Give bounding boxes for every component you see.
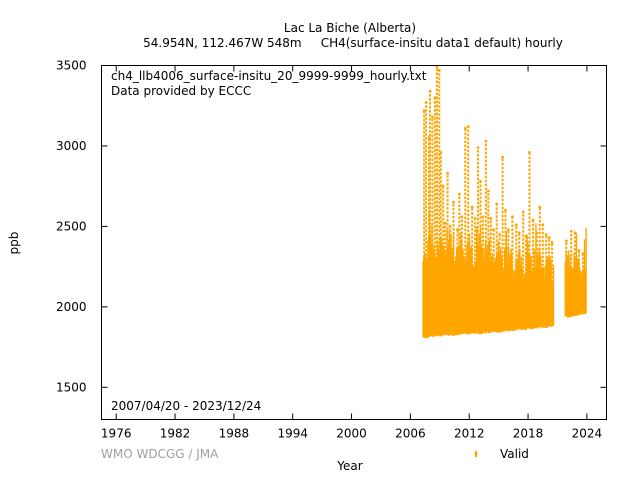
file-label: ch4_llb4006_surface-insitu_20_9999-9999_… xyxy=(111,69,427,83)
data-point-46 xyxy=(564,239,568,243)
x-tick-label-3: 1994 xyxy=(277,427,308,441)
data-point-28 xyxy=(495,202,499,206)
x-tick-label-8: 2024 xyxy=(572,427,603,441)
data-point-10 xyxy=(443,221,447,225)
y-tick-label-1: 2000 xyxy=(56,300,87,314)
x-axis-title: Year xyxy=(336,459,362,473)
data-point-31 xyxy=(504,208,507,212)
data-point-14 xyxy=(456,228,459,232)
credit-label: WMO WDCGG / JMA xyxy=(101,447,219,461)
data-point-1 xyxy=(424,101,428,104)
data-point-41 xyxy=(538,205,542,209)
data-point-48 xyxy=(573,231,577,235)
y-tick-label-4: 3500 xyxy=(56,59,87,73)
data-point-20 xyxy=(473,217,477,220)
data-point-30 xyxy=(501,155,504,159)
provider-label: Data provided by ECCC xyxy=(111,84,251,98)
data-point-17 xyxy=(463,126,467,130)
data-point-11 xyxy=(446,171,449,175)
data-point-0 xyxy=(422,109,426,112)
data-point-36 xyxy=(521,210,525,214)
plot-frame xyxy=(101,65,607,420)
data-point-39 xyxy=(531,218,535,222)
data-point-50 xyxy=(581,252,585,256)
y-tick-label-3: 3000 xyxy=(56,139,87,153)
legend: Valid xyxy=(474,447,529,461)
data-point-13 xyxy=(452,200,455,204)
data-point-40 xyxy=(535,231,539,235)
data-point-12 xyxy=(448,225,452,228)
data-point-22 xyxy=(479,180,482,183)
data-point-16 xyxy=(460,215,464,219)
data-point-24 xyxy=(484,139,488,143)
data-point-33 xyxy=(511,215,514,219)
legend-symbol-dot xyxy=(474,452,478,456)
data-point-25 xyxy=(486,189,490,193)
data-point-47 xyxy=(569,229,573,233)
data-point-37 xyxy=(524,234,528,238)
data-point-32 xyxy=(507,228,510,232)
data-point-38 xyxy=(528,151,531,154)
x-tick-label-0: 1976 xyxy=(101,427,132,441)
x-tick-label-4: 2000 xyxy=(336,427,367,441)
data-point-7 xyxy=(437,68,441,72)
data-point-35 xyxy=(517,231,521,235)
data-point-43 xyxy=(544,233,548,236)
data-point-3 xyxy=(428,89,432,93)
y-axis-title: ppb xyxy=(7,232,21,255)
data-point-5 xyxy=(433,96,437,100)
y-axis: 1500 2000 2500 3000 3500 xyxy=(56,59,607,394)
x-tick-label-2: 1988 xyxy=(219,427,250,441)
data-point-4 xyxy=(431,115,434,119)
data-point-49 xyxy=(577,249,581,252)
x-tick-label-5: 2006 xyxy=(395,427,426,441)
x-tick-label-1: 1982 xyxy=(160,427,191,441)
y-tick-label-2: 2500 xyxy=(56,219,87,233)
data-point-26 xyxy=(489,217,493,220)
data-point-9 xyxy=(441,184,445,188)
data-point-23 xyxy=(481,215,485,219)
data-point-34 xyxy=(514,223,518,227)
date-range-label: 2007/04/20 - 2023/12/24 xyxy=(111,399,261,413)
plot-data xyxy=(422,65,587,339)
data-point-19 xyxy=(470,205,474,209)
data-point-42 xyxy=(541,223,545,227)
data-point-45 xyxy=(550,241,554,244)
data-point-15 xyxy=(458,192,461,196)
legend-label: Valid xyxy=(500,447,529,461)
x-tick-label-7: 2018 xyxy=(513,427,544,441)
data-point-44 xyxy=(547,236,551,240)
legend-symbol xyxy=(474,451,478,457)
data-point-27 xyxy=(492,228,496,232)
x-tick-label-6: 2012 xyxy=(454,427,485,441)
data-point-8 xyxy=(439,151,443,154)
y-tick-label-0: 1500 xyxy=(56,380,87,394)
data-point-21 xyxy=(476,146,480,150)
x-axis: 1976 1982 1988 1994 2000 2006 2012 2018 2024 xyxy=(101,65,603,441)
data-point-6 xyxy=(435,65,439,69)
chart-title: Lac La Biche (Alberta) xyxy=(284,21,416,35)
data-point-29 xyxy=(498,233,501,236)
data-point-18 xyxy=(466,125,470,128)
chart-subtitle: 54.954N, 112.467W 548m CH4(surface-insit… xyxy=(143,36,563,50)
